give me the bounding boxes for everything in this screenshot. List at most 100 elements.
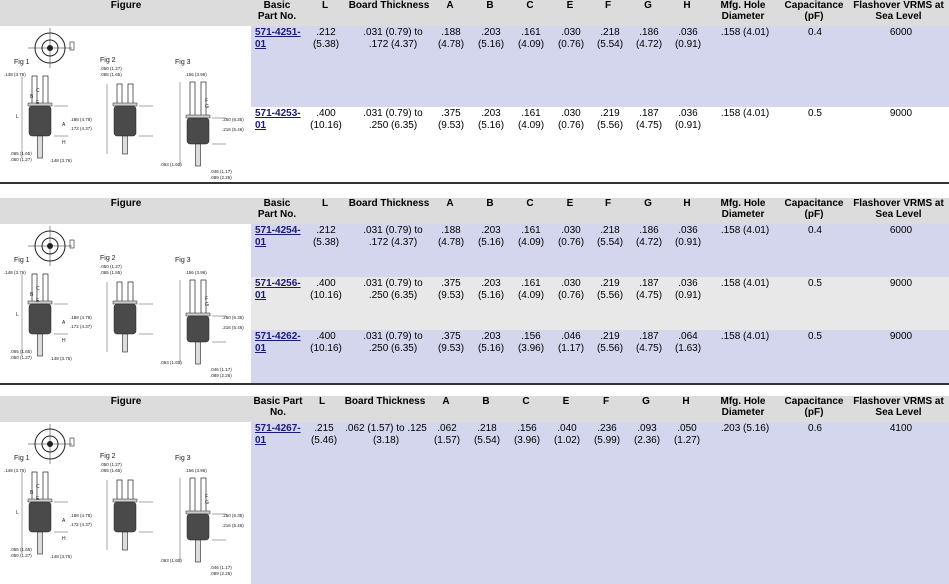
cell-h: .036 (0.91) [674,27,702,50]
dimension-letter: G [205,104,209,110]
figure-panel: Fig 1 Fig 2 Fig 3.148 (3.76) .050 (1.27) .06… [0,224,251,383]
cell-c: .161 (4.09) [517,108,545,131]
cell-h: .064 (1.63) [674,331,702,354]
header-g: G [644,198,652,209]
header-figure: Figure [110,396,142,407]
dimension-letter: C [36,88,40,94]
cell-capacitance: 0.6 [808,423,822,434]
part-number-link[interactable]: 571-4251- 01 [255,27,301,50]
dimension-letter: F [205,98,208,104]
cell-e: .030 (0.76) [557,27,585,50]
dimension-label: .216 (5.46) [222,523,244,528]
dimension-label: .065 (1.65) [100,270,122,275]
header-flashover: Flashover VRMS at Sea Level [853,0,944,22]
header-capacitance: Capacitance (pF) [784,198,844,220]
cell-c: .161 (4.09) [517,27,545,50]
header-mfg-hole: Mfg. Hole Diameter [720,396,766,418]
header-flashover: Flashover VRMS at Sea Level [853,396,944,418]
cell-flashover: 6000 [889,225,913,236]
cell-board-thickness: .031 (0.79) to .172 (4.37) [363,27,423,50]
dimension-label: .188 (4.78) [70,513,92,518]
fig3-side-view [179,477,226,563]
header-g: G [644,0,652,11]
dimension-label: .046 (1.17) [210,169,232,174]
dimension-label: .046 (1.17) [210,565,232,570]
cell-b: .203 (5.16) [477,278,505,301]
dimension-label: .188 (4.78) [70,117,92,122]
dimension-letter: E [36,298,40,304]
header-h: H [682,396,690,407]
dimension-label: .250 (6.35) [222,513,244,518]
header-a: A [446,0,454,11]
dimension-label: .148 (3.76) [4,270,26,275]
dimension-label: .148 (3.76) [50,554,72,559]
cell-e: .040 (1.02) [553,423,581,446]
cell-l: .215 (5.46) [310,423,338,446]
dimension-label: .089 (2.26) [210,373,232,378]
dimension-letter: B [30,490,34,496]
dimension-label: .065 (1.65) [10,349,32,354]
header-board-thickness: Board Thickness [348,0,430,11]
header-b: B [486,0,494,11]
table-row: 571-4254- 01 .212 (5.38) .031 (0.79) to .172 … [251,224,949,277]
cell-f: .218 (5.54) [596,27,624,50]
dimension-letter: F [205,296,208,302]
cell-f: .236 (5.99) [593,423,621,446]
cell-b: .218 (5.54) [473,423,501,446]
header-figure: Figure [110,198,142,209]
dimension-letter: B [30,94,34,100]
cell-flashover: 9000 [889,331,913,342]
dimension-label: .148 (3.76) [50,158,72,163]
dimension-letter: A [62,518,66,524]
cell-l: .212 (5.38) [312,225,340,248]
cell-capacitance: 0.5 [808,108,822,119]
header-basic-part-no: Basic Part No. [253,396,303,418]
dimension-letter: H [62,338,66,344]
cell-flashover: 4100 [889,423,913,434]
dimension-label: .050 (1.27) [100,462,122,467]
dimension-label: .216 (5.46) [222,127,244,132]
fig1-label: Fig 1 [14,455,30,462]
dimension-letter: H [62,536,66,542]
part-number-link[interactable]: 571-4253- 01 [255,108,301,131]
fig2-label: Fig 2 [100,57,116,64]
dimension-letter: G [205,302,209,308]
header-c: C [522,396,530,407]
header-l: L [321,0,329,11]
dimension-label: .050 (1.27) [10,157,32,162]
part-number-link[interactable]: 571-4256- 01 [255,278,301,301]
cell-capacitance: 0.5 [808,331,822,342]
header-g: G [642,396,650,407]
part-number-link[interactable]: 571-4267- 01 [255,423,301,446]
dimension-letter: C [36,484,40,490]
cell-mfg-hole: .158 (4.01) [720,331,770,342]
cell-board-thickness: .031 (0.79) to .250 (6.35) [363,331,423,354]
cell-l: .212 (5.38) [312,27,340,50]
dimension-letter: E [36,496,40,502]
cell-a: .375 (9.53) [437,278,465,301]
dimension-label: .050 (1.27) [100,264,122,269]
header-basic-part-no: Basic Part No. [257,198,297,220]
header-b: B [482,396,490,407]
dimension-label: .050 (1.27) [100,66,122,71]
cell-h: .050 (1.27) [673,423,701,446]
cell-a: .375 (9.53) [437,108,465,131]
section-divider [0,383,949,385]
fig1-side-view [21,75,68,159]
cell-flashover: 9000 [889,108,913,119]
header-board-thickness: Board Thickness [344,396,426,407]
top-view-icon [28,28,75,68]
cell-f: .219 (5.56) [596,278,624,301]
cell-b: .203 (5.16) [477,108,505,131]
cell-h: .036 (0.91) [674,225,702,248]
header-e: E [562,396,570,407]
cell-b: .203 (5.16) [477,27,505,50]
cell-g: .186 (4.72) [635,27,663,50]
table-row: 571-4256- 01 .400 (10.16) .031 (0.79) to .250… [251,277,949,330]
part-number-link[interactable]: 571-4262- 01 [255,331,301,354]
cell-e: .046 (1.17) [557,331,585,354]
dimension-label: .050 (1.27) [10,355,32,360]
dimension-label: .148 (3.76) [50,356,72,361]
part-number-link[interactable]: 571-4254- 01 [255,225,301,248]
header-basic-part-no: Basic Part No. [257,0,297,22]
